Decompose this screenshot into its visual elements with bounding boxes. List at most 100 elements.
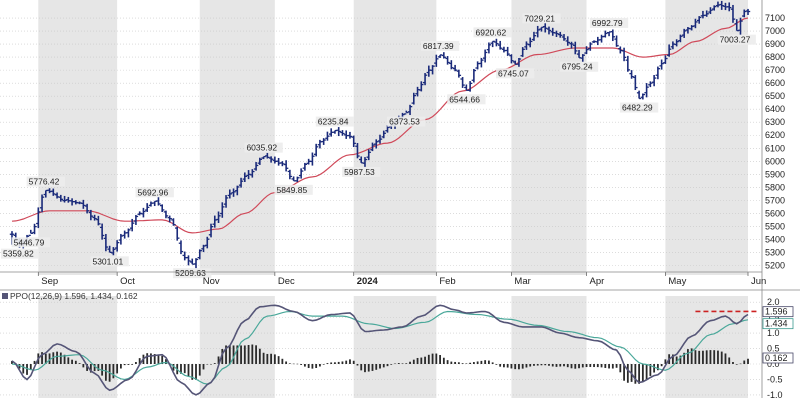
ppo-histogram-bar [585, 364, 588, 368]
ppo-histogram-bar [352, 360, 355, 364]
ppo-histogram-bar [626, 364, 629, 383]
ppo-histogram-bar [52, 352, 55, 364]
ppo-histogram-bar [600, 364, 603, 368]
ppo-histogram-bar [747, 358, 749, 364]
ppo-histogram-bar [705, 350, 708, 364]
ppo-histogram-bar [172, 364, 175, 371]
ohlc-bar [730, 4, 736, 23]
ohlc-bar [490, 40, 495, 48]
ohlc-bar [340, 130, 345, 136]
ppo-histogram-bar [596, 364, 599, 368]
ppo-histogram-bar [326, 363, 329, 364]
ppo-histogram-bar [420, 357, 423, 364]
ppo-histogram-bar [664, 359, 667, 364]
price-annotation-label: 6235.84 [318, 117, 349, 127]
ppo-histogram-bar [593, 364, 595, 368]
price-annotation-label: 6544.66 [449, 94, 480, 104]
ppo-histogram-bar [533, 364, 535, 366]
ppo-histogram-bar [288, 363, 291, 364]
price-annotation: 6482.29 [619, 102, 659, 113]
ohlc-bar [313, 143, 319, 157]
ppo-histogram-bar [465, 363, 468, 364]
ppo-histogram-bar [319, 364, 321, 367]
ppo-histogram-bar [266, 353, 269, 364]
ppo-last-value-label: 1.434 [765, 319, 788, 329]
ohlc-bar [302, 162, 308, 171]
ppo-histogram-bar [375, 364, 378, 370]
ppo-histogram-bar [217, 356, 220, 364]
ppo-histogram-bar [334, 362, 336, 364]
ppo-histogram-bar [330, 362, 333, 364]
ppo-histogram-bar [653, 364, 656, 373]
ppo-histogram-bar [379, 364, 381, 369]
price-annotation-label: 5359.82 [3, 249, 34, 259]
ppo-histogram-bar [514, 364, 517, 370]
ohlc-bar [704, 10, 709, 17]
ohlc-bar [565, 36, 570, 46]
date-tick-label: Apr [590, 276, 605, 287]
ohlc-bar [666, 44, 672, 57]
ohlc-bar [456, 69, 462, 78]
price-annotation-bg [244, 142, 283, 153]
ppo-histogram-bar [150, 353, 152, 364]
ppo-histogram-bar [225, 345, 227, 364]
ppo-histogram-bar [213, 363, 216, 364]
ppo-histogram-bar [435, 353, 438, 364]
ppo-histogram-bar [589, 364, 592, 367]
ppo-histogram-bar [702, 350, 704, 364]
price-annotation: 6373.53 [387, 116, 426, 127]
ppo-histogram-bar [431, 353, 434, 364]
ohlc-bar [516, 57, 522, 67]
ohlc-bar [640, 93, 646, 100]
ohlc-bar [727, 2, 732, 12]
ppo-histogram-bar [26, 364, 28, 375]
ohlc-bar [674, 39, 679, 47]
ppo-histogram-bar [258, 348, 261, 364]
ppo-histogram-bar [735, 364, 738, 365]
ppo-histogram-bar [698, 350, 701, 364]
ppo-histogram-bar [146, 353, 149, 364]
ohlc-bar [625, 55, 631, 72]
ppo-histogram-bar [525, 364, 528, 368]
ppo-histogram-bar [341, 361, 344, 364]
ohlc-bar [250, 169, 255, 178]
ohlc-bar [584, 46, 589, 55]
ohlc-bar [208, 223, 214, 238]
ppo-histogram-bar [574, 364, 577, 369]
price-tick-label: 6700 [765, 65, 785, 75]
price-annotation-bg [342, 166, 381, 177]
ppo-histogram-bar [71, 359, 73, 364]
ohlc-bar [452, 64, 458, 72]
ohlc-bar [610, 29, 616, 42]
price-annotation-label: 6795.24 [562, 62, 593, 72]
price-tick-label: 5200 [765, 260, 785, 270]
ppo-histogram-bar [56, 351, 58, 364]
ppo-histogram-bar [262, 352, 265, 364]
month-shade-0 [38, 0, 118, 275]
ppo-histogram-bar [210, 364, 212, 365]
price-annotation: 6992.79 [589, 17, 629, 28]
ppo-histogram-bar [41, 352, 43, 364]
ohlc-bar [178, 240, 184, 255]
date-tick-label: Feb [439, 276, 455, 287]
ppo-histogram-bar [450, 361, 453, 364]
ohlc-bar [298, 168, 304, 179]
ohlc-bar [531, 31, 537, 41]
ppo-month-shade-4 [665, 296, 748, 398]
ppo-tick-label: -1.0 [767, 390, 783, 400]
ppo-histogram-bar [67, 357, 70, 364]
ppo-histogram-bar [555, 364, 558, 367]
ohlc-bar [36, 207, 41, 229]
ppo-histogram-bar [412, 359, 415, 364]
ohlc-bar [681, 28, 687, 38]
ppo-histogram-bar [469, 362, 472, 364]
price-annotation-bg [90, 256, 129, 267]
price-annotation-bg [387, 116, 426, 127]
price-tick-label: 6200 [765, 130, 785, 140]
price-annotation: 5849.85 [274, 184, 313, 195]
price-annotation-bg [589, 17, 629, 28]
ohlc-bar [336, 127, 341, 137]
ppo-histogram-bar [251, 344, 254, 364]
date-axis: Sep Oct Nov Dec 2024 Feb Mar Apr May Jun [0, 271, 766, 287]
ppo-histogram-bar [394, 363, 396, 365]
